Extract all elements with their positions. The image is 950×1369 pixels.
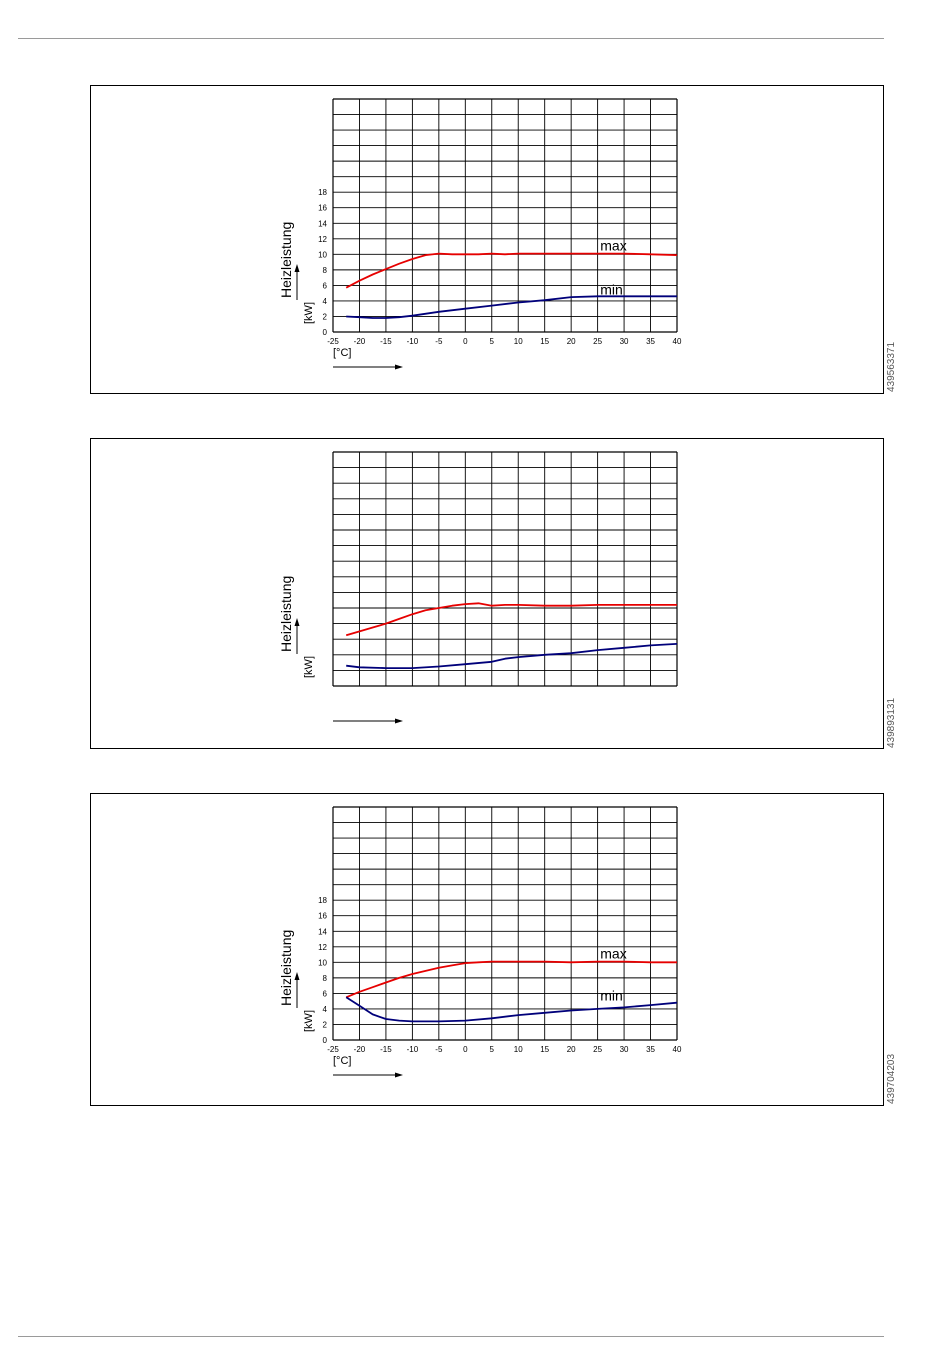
y-axis-arrow-head — [294, 972, 300, 980]
footer-rule — [18, 1336, 884, 1337]
x-tick-label: -5 — [435, 1045, 443, 1054]
y-axis-arrow-head — [294, 264, 300, 272]
y-tick-label: 10 — [318, 958, 327, 967]
y-tick-label: 0 — [323, 1036, 328, 1045]
figure-id-2: 439893131 — [886, 697, 897, 748]
series-line-series-1 — [345, 602, 677, 637]
y-tick-label: 12 — [318, 235, 327, 244]
chart-panel-3: 0 2 4 6 8 10 12 14 16 18 -25 -20 -15 -10 -5 0 5 10 15 20 25 3… — [90, 793, 884, 1106]
series-label-min: min — [600, 281, 623, 297]
y-unit-label: [kW] — [303, 1010, 315, 1032]
chart-panel-2: Heizleistung [kW] — [90, 438, 884, 749]
x-tick-label: 10 — [514, 1045, 523, 1054]
series-label-max: max — [600, 945, 626, 961]
x-tick-label: 25 — [593, 337, 602, 346]
y-axis-label: Heizleistung — [278, 222, 294, 298]
y-tick-label: 6 — [323, 281, 328, 290]
y-axis-arrow-head — [294, 618, 300, 626]
figure-id-3: 439704203 — [886, 1053, 897, 1104]
grid-lines — [332, 98, 678, 333]
x-tick-label: -10 — [407, 337, 419, 346]
y-tick-label: 18 — [318, 188, 327, 197]
x-tick-label: -20 — [354, 1045, 366, 1054]
y-tick-label: 16 — [318, 912, 327, 921]
figure-id-1: 439563371 — [886, 341, 897, 392]
chart-panel-1: 0 2 4 6 8 10 12 14 16 18 -25 -20 -15 -10 -5 0 5 10 15 20 25 3… — [90, 85, 884, 394]
x-tick-label: 30 — [620, 337, 629, 346]
x-tick-label: -5 — [435, 337, 443, 346]
y-tick-label: 14 — [318, 219, 327, 228]
grid-lines — [332, 451, 678, 687]
series-label-min: min — [600, 988, 623, 1004]
x-tick-label: 15 — [540, 1045, 549, 1054]
grid-lines — [332, 806, 678, 1041]
y-tick-label: 16 — [318, 204, 327, 213]
y-tick-label: 6 — [323, 989, 328, 998]
x-tick-label: 15 — [540, 337, 549, 346]
x-tick-label: -10 — [407, 1045, 419, 1054]
x-tick-label: 35 — [646, 337, 655, 346]
header-rule — [18, 38, 884, 39]
x-tick-label: 20 — [567, 1045, 576, 1054]
x-tick-label: 0 — [463, 1045, 468, 1054]
series-line-min — [346, 295, 677, 319]
x-tick-label: 20 — [567, 337, 576, 346]
series-line-max — [345, 252, 678, 289]
x-tick-label: 5 — [490, 1045, 495, 1054]
x-unit-label: [°C] — [333, 347, 351, 359]
y-tick-label: 0 — [323, 328, 328, 337]
series-line-min — [345, 996, 678, 1023]
x-tick-label: 10 — [514, 337, 523, 346]
x-tick-label: 30 — [620, 1045, 629, 1054]
y-unit-label: [kW] — [303, 302, 315, 324]
x-axis-arrow-head — [395, 718, 403, 724]
x-tick-label: 35 — [646, 1045, 655, 1054]
x-tick-label: -25 — [327, 337, 339, 346]
series-line-max — [345, 960, 677, 999]
x-tick-label: -20 — [354, 337, 366, 346]
series-line-series-2 — [346, 643, 678, 670]
x-tick-label: 0 — [463, 337, 468, 346]
x-tick-label: -15 — [380, 1045, 392, 1054]
x-tick-label: -15 — [380, 337, 392, 346]
x-axis-arrow-head — [395, 1072, 403, 1078]
y-unit-label: [kW] — [303, 656, 315, 678]
y-tick-label: 12 — [318, 943, 327, 952]
y-tick-label: 2 — [323, 1020, 328, 1029]
y-axis-label: Heizleistung — [278, 930, 294, 1006]
x-tick-label: 40 — [673, 337, 682, 346]
y-tick-label: 10 — [318, 250, 327, 259]
y-tick-label: 4 — [323, 297, 328, 306]
chart-1: 0 2 4 6 8 10 12 14 16 18 -25 -20 -15 -10 -5 0 5 10 15 20 25 3… — [278, 98, 682, 370]
x-tick-label: 25 — [593, 1045, 602, 1054]
chart-2: Heizleistung [kW] — [278, 451, 678, 724]
y-tick-label: 2 — [323, 312, 328, 321]
x-unit-label: [°C] — [333, 1055, 351, 1067]
y-tick-label: 8 — [323, 974, 328, 983]
y-tick-label: 18 — [318, 896, 327, 905]
y-tick-label: 8 — [323, 266, 328, 275]
x-axis-arrow-head — [395, 364, 403, 370]
y-tick-label: 14 — [318, 927, 327, 936]
series-label-max: max — [600, 237, 626, 253]
y-tick-label: 4 — [323, 1005, 328, 1014]
x-tick-label: -25 — [327, 1045, 339, 1054]
y-axis-label: Heizleistung — [278, 576, 294, 652]
x-tick-label: 40 — [673, 1045, 682, 1054]
chart-3: 0 2 4 6 8 10 12 14 16 18 -25 -20 -15 -10 -5 0 5 10 15 20 25 3… — [278, 806, 682, 1078]
x-tick-label: 5 — [490, 337, 495, 346]
